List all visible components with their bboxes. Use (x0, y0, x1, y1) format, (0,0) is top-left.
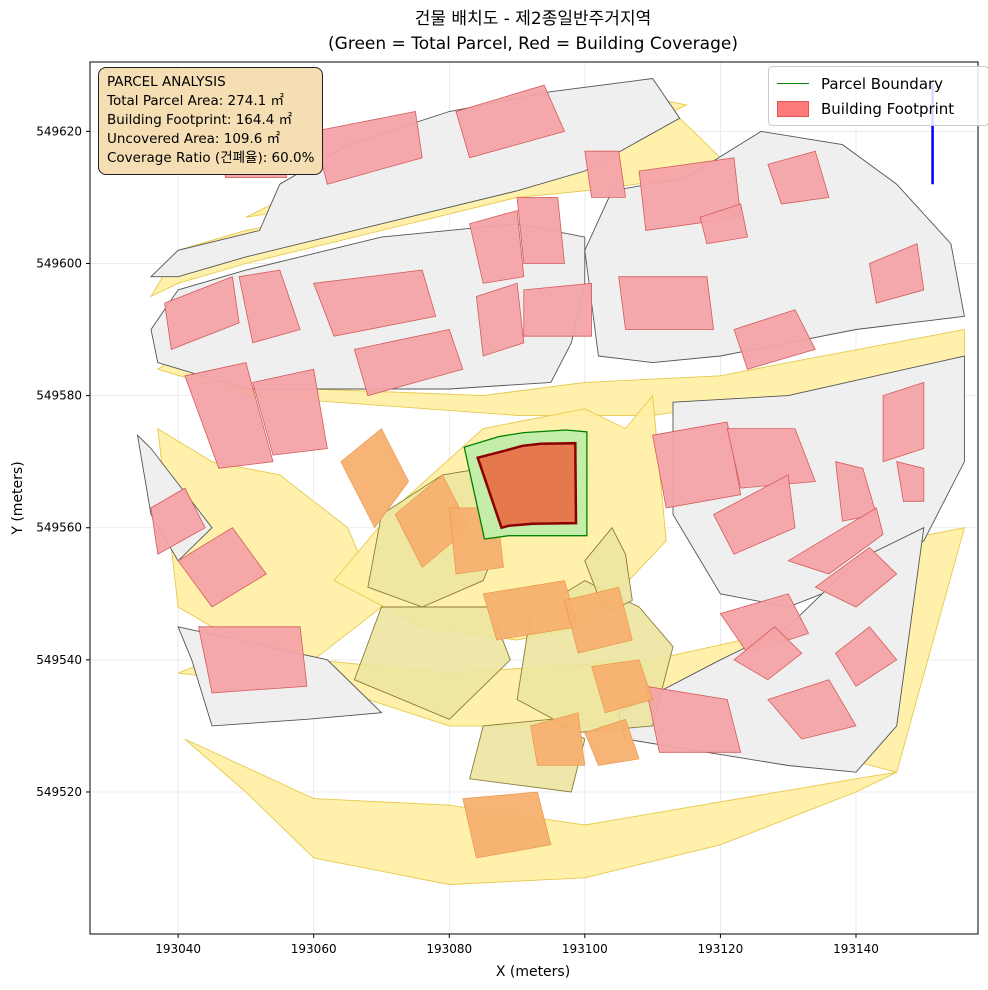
neighbor-building-26 (787, 507, 884, 575)
neighbor-building-23 (882, 381, 925, 463)
neighbor-building-1 (238, 269, 301, 344)
neighbor-building-4 (475, 282, 525, 357)
x-tick-label: 193040 (155, 942, 201, 956)
chart-title-line1: 건물 배치도 - 제2종일반주거지역 (415, 9, 651, 29)
y-tick-label: 549540 (36, 653, 82, 667)
neighbor-building-32 (835, 626, 898, 687)
neighbor-building-33 (150, 487, 206, 555)
neighbor-building-31 (767, 679, 857, 740)
x-tick-label: 193060 (291, 942, 337, 956)
neighbor-building-16 (618, 276, 715, 330)
info-coverage-ratio: Coverage Ratio (건폐율): 60.0% (107, 150, 315, 166)
neighbor-building-25 (713, 474, 796, 555)
neighbor-building-21 (726, 428, 816, 489)
y-tick-label: 549560 (36, 521, 82, 535)
road-area-2 (156, 328, 965, 416)
x-axis-ticks: 193040 193060 193080 193100 193120 193140 (155, 934, 879, 956)
neighbor-building-7 (516, 196, 565, 264)
y-tick-label: 549600 (36, 256, 82, 270)
neighbor-building-27 (814, 546, 898, 608)
legend-item-parcel: Parcel Boundary (777, 71, 980, 96)
neighbor-building-20 (652, 421, 742, 509)
neighbor-building-layer (150, 84, 925, 753)
info-heading: PARCEL ANALYSIS (107, 74, 226, 90)
neighbor-building-12 (455, 84, 566, 159)
x-tick-label: 193140 (833, 942, 879, 956)
y-tick-label: 549620 (36, 124, 82, 138)
y-tick-label: 549580 (36, 389, 82, 403)
info-uncovered: Uncovered Area: 109.6 ㎡ (107, 131, 281, 147)
y-axis-ticks: 549520 549540 549560 549580 549600 549620 (36, 124, 90, 799)
x-tick-label: 193120 (698, 942, 744, 956)
parcel-analysis-box: PARCEL ANALYSIS Total Parcel Area: 274.1… (98, 67, 324, 175)
x-tick-label: 193100 (562, 942, 608, 956)
x-axis-label: X (meters) (496, 964, 570, 980)
neighbor-building-3 (353, 329, 464, 397)
target-building (476, 441, 578, 530)
legend-label-parcel: Parcel Boundary (821, 74, 944, 93)
nearby-building-7 (462, 791, 552, 859)
nearby-building-6 (591, 659, 653, 714)
nearby-building-layer (340, 428, 653, 859)
neighbor-building-29 (733, 626, 803, 681)
neighbor-building-8 (184, 362, 274, 469)
plot-frame (89, 61, 979, 935)
y-axis-label: Y (meters) (10, 461, 26, 535)
neighbor-building-34 (177, 527, 267, 608)
neighbor-building-6 (469, 210, 525, 284)
neighbor-building-35 (198, 626, 308, 694)
legend-line-swatch (777, 83, 809, 84)
x-tick-label: 193080 (426, 942, 472, 956)
info-total-parcel: Total Parcel Area: 274.1 ㎡ (107, 93, 284, 109)
map-layers (136, 78, 966, 885)
legend-patch-swatch (777, 100, 809, 117)
nearby-building-4 (564, 586, 633, 654)
road-area-5 (184, 738, 897, 885)
neighbor-building-18 (767, 150, 830, 205)
legend: Parcel Boundary Building Footprint (768, 66, 988, 126)
neighbor-building-15 (699, 203, 748, 245)
nearby-building-0 (340, 428, 409, 529)
neighbor-building-30 (645, 685, 742, 753)
legend-label-building: Building Footprint (821, 99, 955, 118)
target-layer (463, 429, 588, 540)
legend-item-building: Building Footprint (777, 96, 980, 121)
neighbor-building-5 (523, 282, 592, 337)
neighbor-building-2 (313, 269, 437, 337)
neighbor-building-9 (252, 368, 328, 456)
neighbor-building-0 (164, 276, 240, 350)
info-building-footprint: Building Footprint: 164.4 ㎡ (107, 112, 293, 128)
y-tick-label: 549520 (36, 785, 82, 799)
neighbor-building-19 (869, 243, 925, 304)
nearby-zone-1 (353, 606, 511, 720)
nearby-building-8 (584, 718, 640, 766)
nearby-building-5 (530, 712, 586, 766)
neighbor-building-13 (584, 150, 626, 198)
neighbor-building-24 (896, 461, 925, 502)
neighbor-building-17 (733, 309, 816, 370)
chart-title-line2: (Green = Total Parcel, Red = Building Co… (328, 34, 738, 54)
